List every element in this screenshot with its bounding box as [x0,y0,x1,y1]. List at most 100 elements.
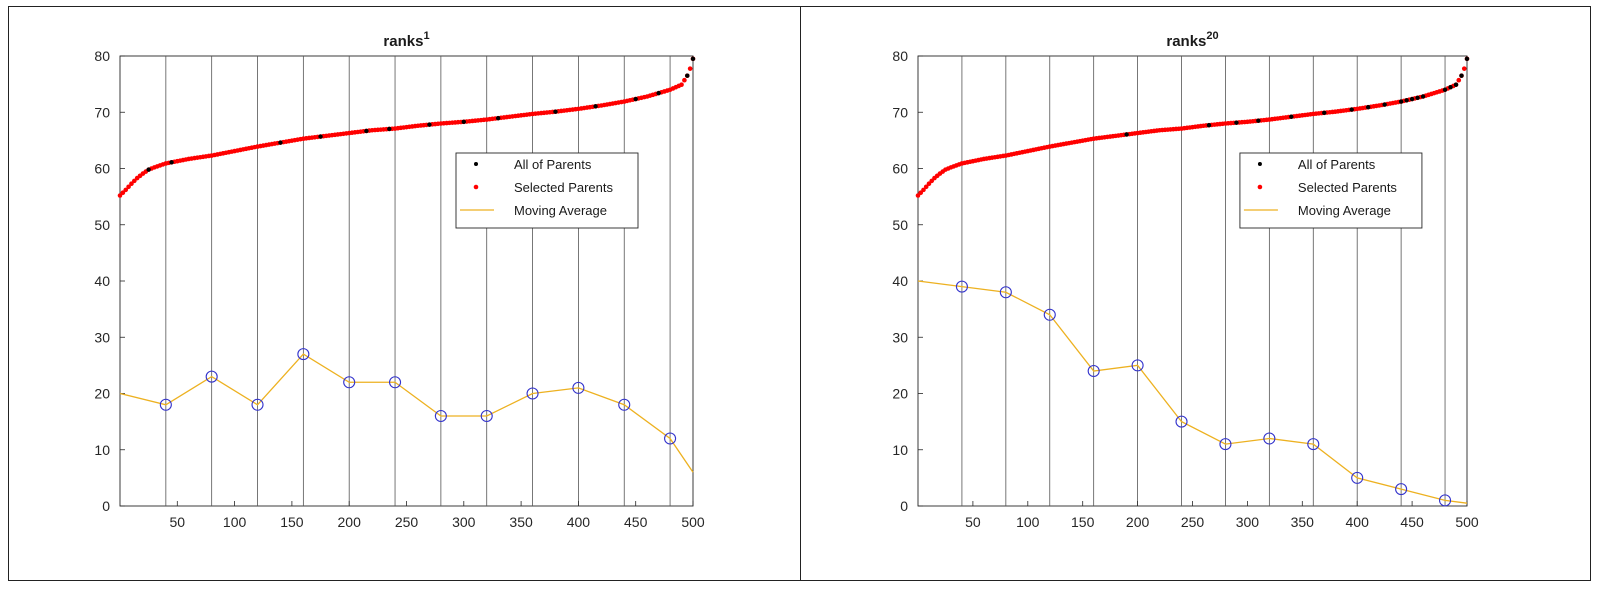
all-parent-point [1365,104,1371,110]
selected-parent-point [126,184,131,190]
y-tick-label: 20 [892,386,908,402]
all-parent-point [318,134,323,139]
moving-average-marker [572,381,585,394]
legend-label: All of Parents [1298,157,1376,172]
all-parent-point [364,128,369,134]
selected-parent-point [921,187,926,193]
moving-average-marker [1263,432,1276,445]
selected-parent-point [1456,77,1462,83]
all-parent-point [633,96,638,102]
all-parent-point [593,104,598,109]
legend-label: Selected Parents [1298,180,1398,195]
y-tick-label: 10 [94,442,110,458]
all-parent-point [1442,87,1448,92]
selected-parent-point [120,190,126,195]
y-tick-label: 30 [892,329,908,345]
y-tick-label: 40 [892,273,908,289]
all-parent-point [1398,99,1404,104]
all-parent-point [278,140,283,145]
y-tick-label: 60 [892,161,908,177]
moving-average-marker [159,398,172,411]
x-tick-label: 350 [1291,514,1315,530]
y-tick-label: 50 [892,217,908,233]
all-parent-point [1453,82,1459,87]
all-parent-point [685,73,690,78]
all-parent-point [690,56,696,62]
all-parent-point [1322,110,1327,116]
legend-label: Selected Parents [514,180,614,195]
legend-marker-all-parents [1257,162,1262,166]
moving-average-marker [343,376,356,389]
moving-average-marker [205,370,218,383]
all-parent-point [1289,114,1294,119]
all-parent-point [1256,118,1261,123]
panel-divider [800,6,801,581]
selected-parent-point [918,190,924,195]
x-tick-label: 350 [509,514,533,530]
all-parent-point [427,122,432,127]
moving-average-marker [1438,494,1452,507]
y-tick-label: 60 [94,161,110,177]
moving-average-marker [1043,308,1056,321]
x-tick-label: 500 [1455,514,1479,530]
moving-average-marker [955,280,968,293]
legend-box [455,152,639,229]
x-tick-label: 250 [1181,514,1205,530]
legend-marker-all-parents [474,162,478,166]
plot-area [917,55,1468,507]
selected-parent-point [132,178,137,184]
selected-parent-point [929,178,935,184]
x-tick-label: 200 [1126,514,1150,530]
y-tick-label: 80 [94,48,110,64]
x-tick-label: 200 [338,514,362,530]
all-parent-point [1206,122,1212,128]
x-tick-label: 150 [1071,514,1095,530]
moving-average-marker [251,398,264,411]
moving-average-marker [1395,483,1408,496]
chart-ranks-1: 0 10 20 30 40 50 60 70 80 50 100 150 200 250 300 350 400… [94,30,705,530]
legend-label: Moving Average [514,203,607,218]
y-tick-label: 0 [102,498,110,514]
legend-label: All of Parents [514,157,592,172]
all-parent-point [461,119,466,125]
y-tick-label: 70 [94,104,110,120]
moving-average-marker [1351,471,1364,484]
y-tick-label: 70 [892,104,908,120]
moving-average-marker [618,398,631,411]
all-parent-point [1420,94,1426,99]
x-tick-label: 400 [1346,514,1370,530]
x-tick-label: 400 [567,514,591,530]
legend-box [1239,152,1423,229]
x-tick-label: 250 [395,514,419,530]
y-tick-label: 20 [94,386,110,402]
selected-parent-point [129,181,134,186]
y-tick-label: 0 [900,498,908,514]
moving-average-line [119,353,694,473]
chart-ranks-20: 0 10 20 30 40 50 60 70 80 50 100 150 200 250 300 350 400… [892,30,1479,530]
y-tick-label: 80 [892,48,908,64]
all-parent-point [656,90,661,96]
all-parent-point [495,115,501,121]
y-tick-label: 10 [892,442,908,458]
x-tick-label: 450 [624,514,648,530]
chart-title-superscript: 1 [423,30,429,42]
x-tick-label: 50 [170,514,186,530]
moving-average-marker [388,376,402,389]
all-parent-point [1349,107,1354,112]
selected-parent-point [926,181,932,186]
moving-average-marker [434,409,447,423]
x-tick-label: 100 [223,514,247,530]
plot-area [119,55,694,507]
moving-average-marker [1175,415,1188,428]
moving-average-marker [1219,438,1232,451]
x-tick-label: 300 [1236,514,1260,530]
selected-parent-point [915,193,921,198]
all-parent-point [1409,96,1415,102]
all-parent-point [1415,95,1420,100]
chart-title-base: ranks [1166,33,1206,50]
all-parent-point [1459,73,1464,78]
chart-title-superscript: 20 [1206,30,1218,42]
selected-parent-point [1461,66,1467,71]
x-tick-label: 500 [681,514,705,530]
y-tick-label: 50 [94,217,110,233]
